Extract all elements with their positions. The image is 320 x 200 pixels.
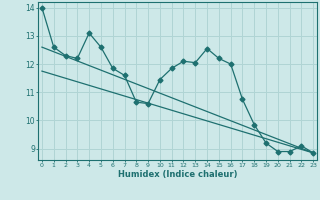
X-axis label: Humidex (Indice chaleur): Humidex (Indice chaleur) (118, 170, 237, 179)
